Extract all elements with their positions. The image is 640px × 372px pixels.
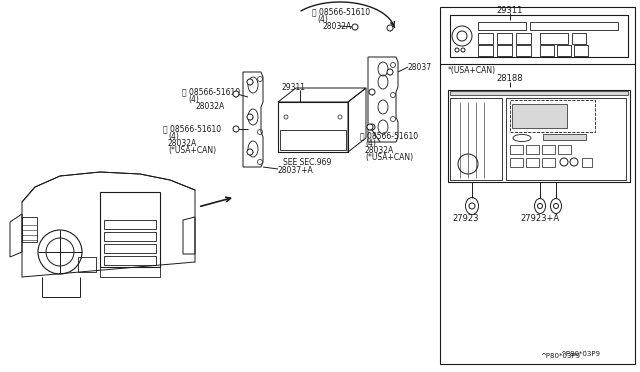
Circle shape: [233, 91, 239, 97]
Bar: [542, 145, 555, 154]
Text: 28188: 28188: [497, 74, 524, 83]
Bar: [530, 22, 618, 30]
Bar: [104, 232, 156, 241]
Text: (*USA+CAN): (*USA+CAN): [168, 145, 216, 154]
Bar: [104, 256, 156, 265]
Circle shape: [369, 124, 375, 130]
Bar: [448, 90, 630, 182]
Text: (4): (4): [365, 138, 376, 148]
Text: 29311: 29311: [282, 83, 306, 92]
Circle shape: [469, 203, 475, 209]
Text: 28032A: 28032A: [168, 138, 197, 148]
Text: SEE SEC.969: SEE SEC.969: [283, 157, 332, 167]
Bar: [540, 33, 568, 44]
Circle shape: [387, 25, 393, 31]
Bar: [526, 145, 539, 154]
Text: (4): (4): [317, 15, 328, 23]
Text: 27923+A: 27923+A: [520, 214, 559, 222]
Text: Ⓢ 08566-51610: Ⓢ 08566-51610: [163, 125, 221, 134]
Text: 29311: 29311: [497, 6, 523, 15]
Bar: [557, 45, 571, 56]
Text: *(USA+CAN): *(USA+CAN): [448, 65, 496, 74]
Circle shape: [538, 203, 543, 208]
Bar: [574, 45, 588, 56]
Bar: [510, 100, 595, 132]
Text: (4): (4): [168, 131, 179, 141]
Text: ^P80*03P9: ^P80*03P9: [560, 351, 600, 357]
Circle shape: [352, 24, 358, 30]
Circle shape: [367, 124, 373, 130]
Bar: [510, 158, 523, 167]
Text: Ⓢ 08566-51610: Ⓢ 08566-51610: [312, 7, 370, 16]
Text: 27923: 27923: [452, 214, 479, 222]
Bar: [280, 130, 346, 150]
Bar: [440, 7, 635, 364]
Bar: [450, 91, 628, 95]
Circle shape: [554, 203, 559, 208]
Bar: [278, 102, 348, 152]
Circle shape: [369, 89, 375, 95]
Bar: [526, 158, 539, 167]
Bar: [510, 145, 523, 154]
Text: (*USA+CAN): (*USA+CAN): [365, 153, 413, 161]
Bar: [542, 158, 555, 167]
Bar: [543, 134, 586, 140]
Bar: [450, 98, 502, 180]
Bar: [512, 104, 567, 128]
Bar: [104, 220, 156, 229]
Bar: [506, 98, 626, 180]
Bar: [497, 33, 512, 44]
Bar: [497, 45, 512, 56]
Text: ^P80*03P9: ^P80*03P9: [540, 353, 580, 359]
Text: 28037+A: 28037+A: [278, 166, 314, 174]
Circle shape: [387, 69, 393, 75]
Bar: [582, 158, 592, 167]
Circle shape: [247, 114, 253, 120]
Bar: [104, 244, 156, 253]
Bar: [100, 267, 160, 277]
Text: 28032A: 28032A: [365, 145, 394, 154]
Text: Ⓢ 08566-51610: Ⓢ 08566-51610: [360, 131, 418, 141]
Bar: [78, 257, 96, 272]
Bar: [450, 15, 628, 57]
Bar: [100, 192, 160, 267]
Text: (4): (4): [188, 94, 199, 103]
Bar: [516, 45, 531, 56]
Circle shape: [247, 79, 253, 85]
Circle shape: [247, 149, 253, 155]
Bar: [478, 45, 493, 56]
Bar: [558, 145, 571, 154]
Text: 28032A: 28032A: [196, 102, 225, 110]
Text: Ⓢ 08566-51610: Ⓢ 08566-51610: [182, 87, 240, 96]
Text: 28037: 28037: [408, 62, 432, 71]
Bar: [516, 33, 531, 44]
Bar: [478, 22, 526, 30]
Bar: [478, 33, 493, 44]
Circle shape: [233, 126, 239, 132]
Bar: [572, 33, 586, 44]
Text: 28032A: 28032A: [323, 22, 352, 31]
Bar: [22, 217, 37, 242]
Bar: [540, 45, 554, 56]
